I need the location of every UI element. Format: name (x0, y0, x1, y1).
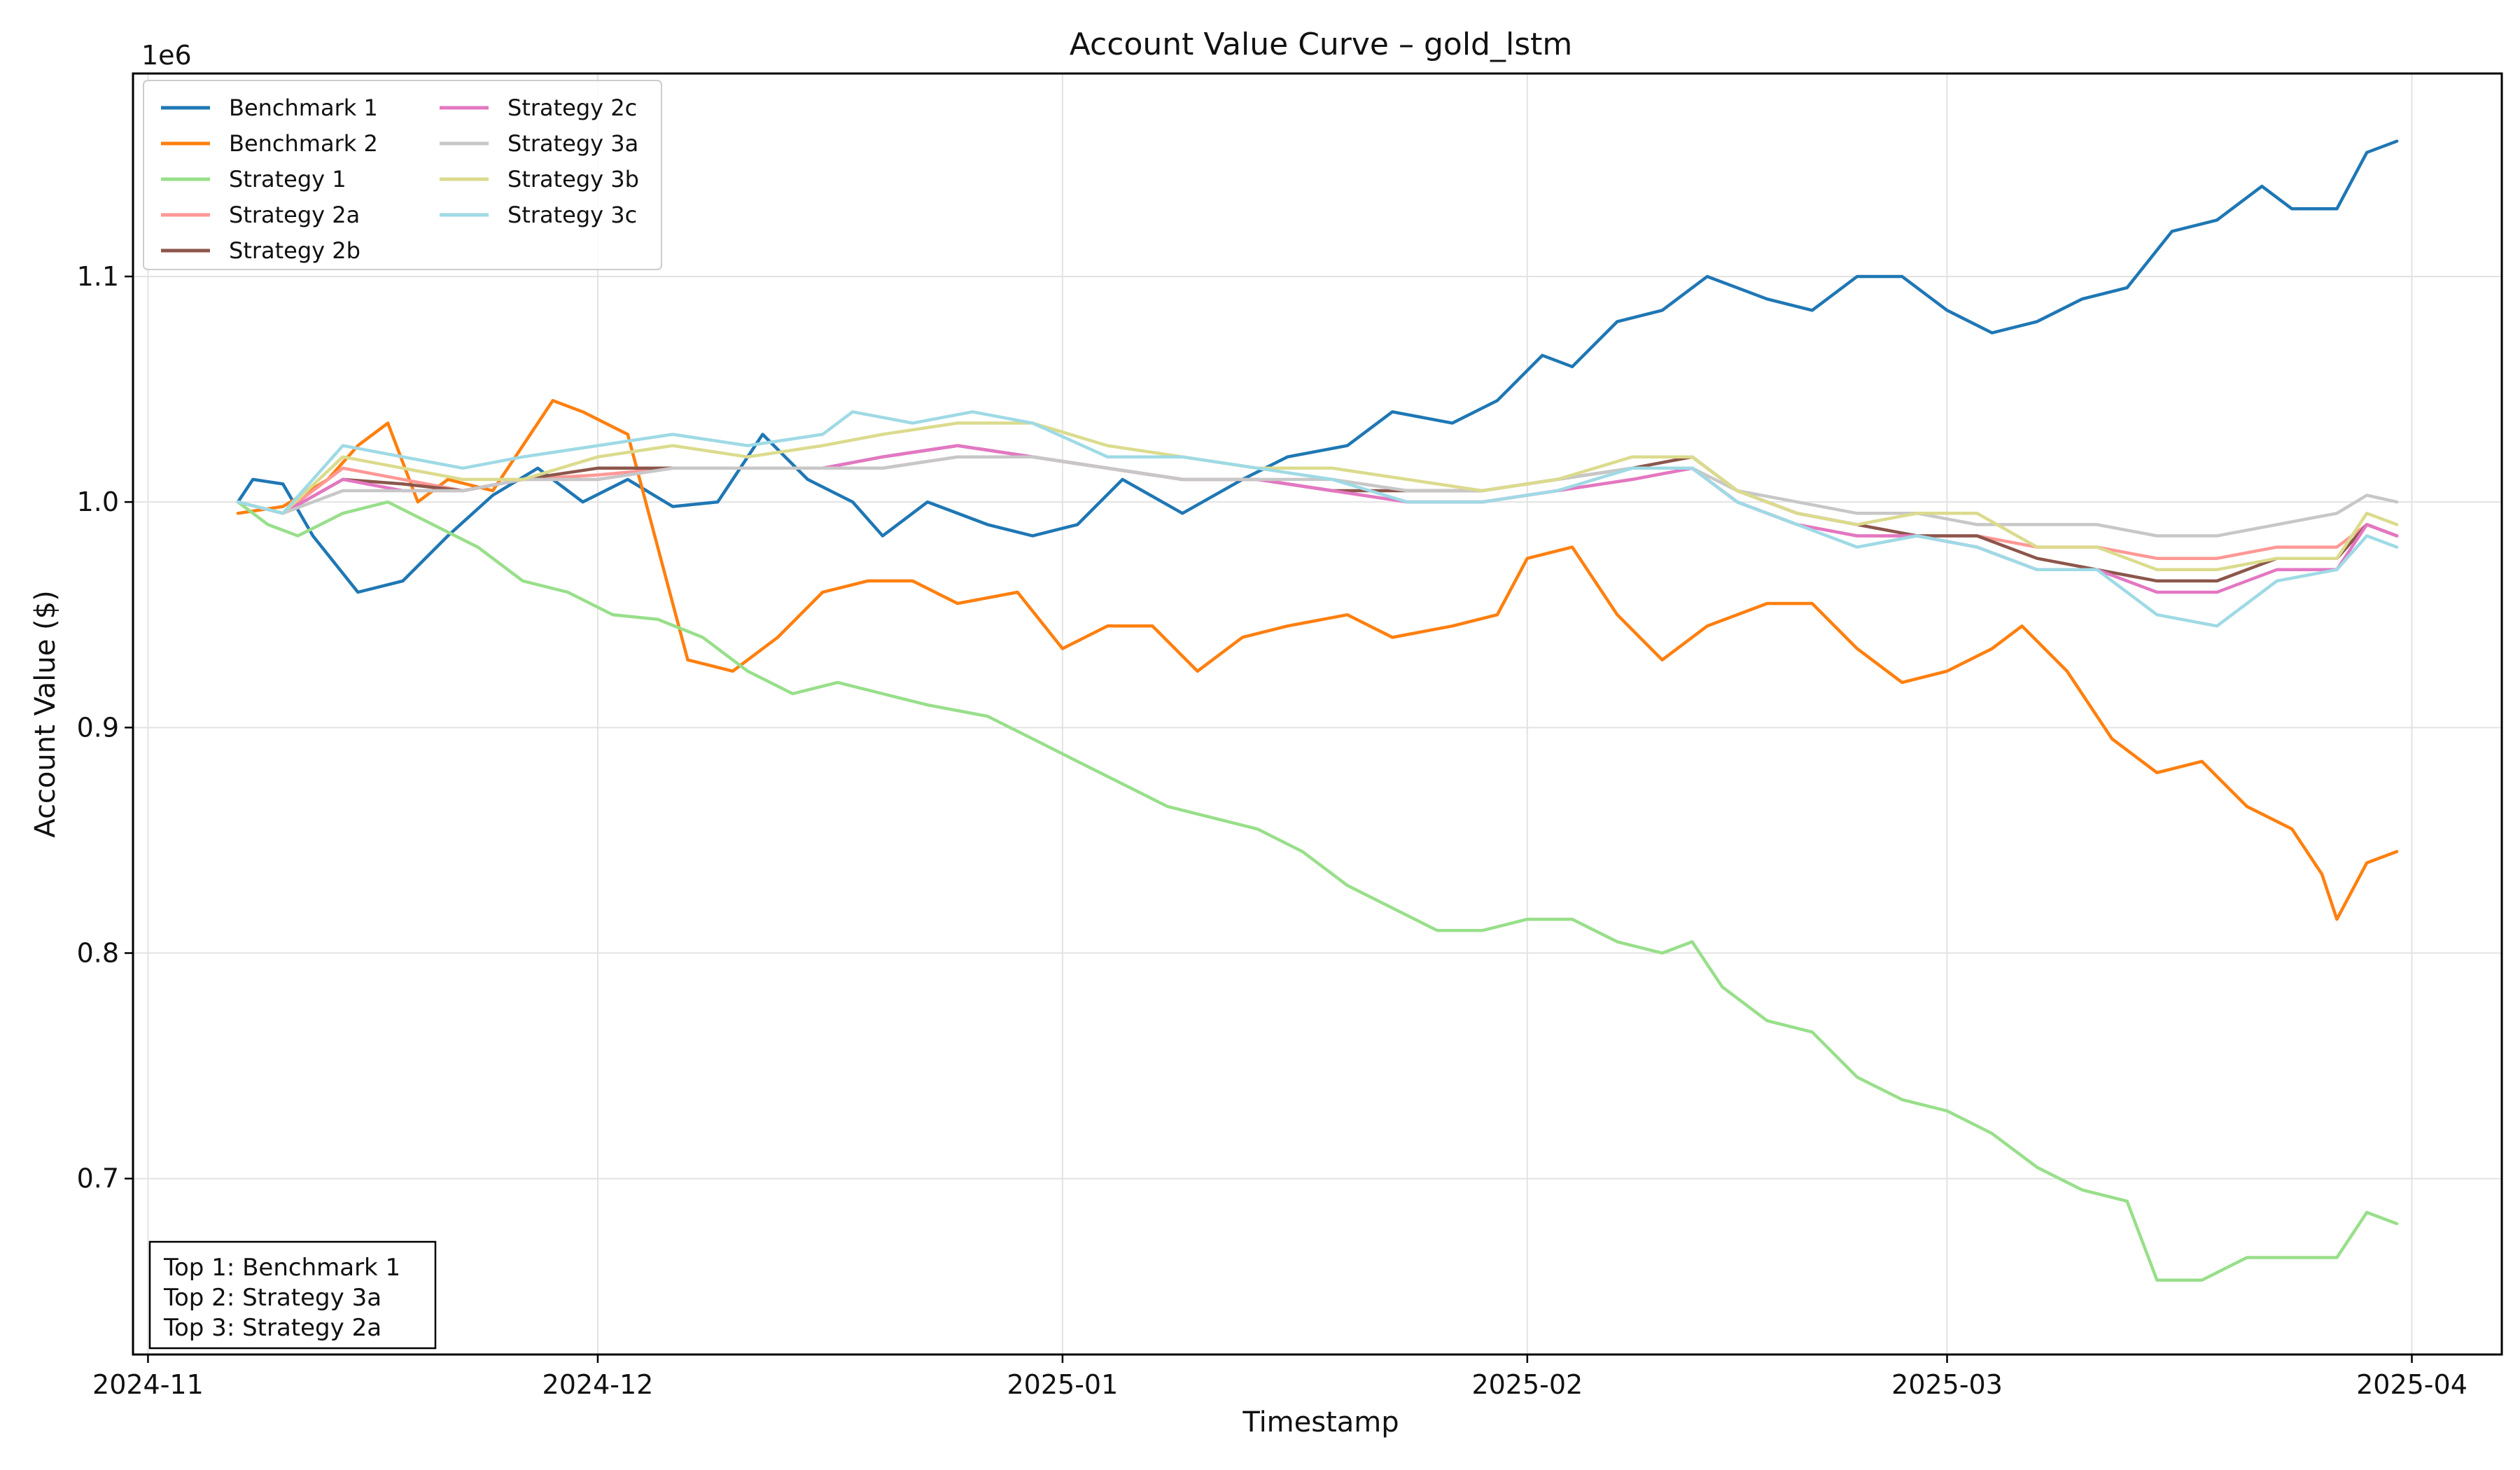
x-tick-label: 2025-04 (2356, 1369, 2468, 1400)
y-tick-label: 1.0 (77, 486, 119, 517)
legend-label: Strategy 2b (229, 237, 360, 264)
x-tick-label: 2025-03 (1891, 1369, 2003, 1400)
plot-frame (132, 72, 2503, 1356)
annotation-box (148, 1240, 437, 1350)
y-axis-label: Account Value ($) (29, 590, 62, 837)
y-tick-label: 1.1 (77, 261, 119, 292)
chart-title: Account Value Curve – gold_lstm (1070, 27, 1573, 62)
legend: Benchmark 1 Benchmark 2 Strategy 1 Strategy… (143, 80, 662, 270)
legend-label: Strategy 3c (507, 202, 637, 228)
legend-label: Benchmark 2 (229, 130, 378, 157)
annotation-line: Top 2: Strategy 3a (163, 1284, 382, 1312)
series-line-strategy-3a (236, 455, 2399, 538)
x-tick-label: 2024-12 (542, 1369, 654, 1400)
series-lines (236, 139, 2399, 1282)
x-tick-label: 2025-02 (1471, 1369, 1583, 1400)
y-tick-label: 0.9 (77, 712, 119, 743)
y-offset-label: 1e6 (141, 40, 192, 71)
legend-label: Benchmark 1 (229, 94, 378, 121)
x-axis-label: Timestamp (1242, 1406, 1399, 1438)
x-tick-label: 2024-11 (92, 1369, 204, 1400)
annotation-line: Top 1: Benchmark 1 (163, 1254, 400, 1282)
series-line-strategy-1 (236, 500, 2399, 1282)
legend-label: Strategy 3a (507, 130, 638, 157)
legend-label: Strategy 2a (229, 202, 360, 228)
legend-label: Strategy 2c (507, 94, 637, 121)
legend-box (143, 80, 662, 270)
axis-ticks: 0.7 0.8 0.9 1.0 1.1 2024-11 2024-12 2025-01 2025… (77, 261, 2468, 1400)
series-line-benchmark-2 (236, 398, 2399, 921)
legend-label: Strategy 3b (507, 166, 639, 192)
y-tick-label: 0.7 (77, 1163, 119, 1194)
x-tick-label: 2025-01 (1007, 1369, 1119, 1400)
legend-label: Strategy 1 (229, 166, 346, 192)
y-tick-label: 0.8 (77, 938, 119, 969)
annotation-line: Top 3: Strategy 2a (163, 1314, 382, 1342)
grid-lines (133, 74, 2502, 1354)
series-line-strategy-3c (236, 410, 2399, 628)
series-line-strategy-3b (236, 421, 2399, 572)
